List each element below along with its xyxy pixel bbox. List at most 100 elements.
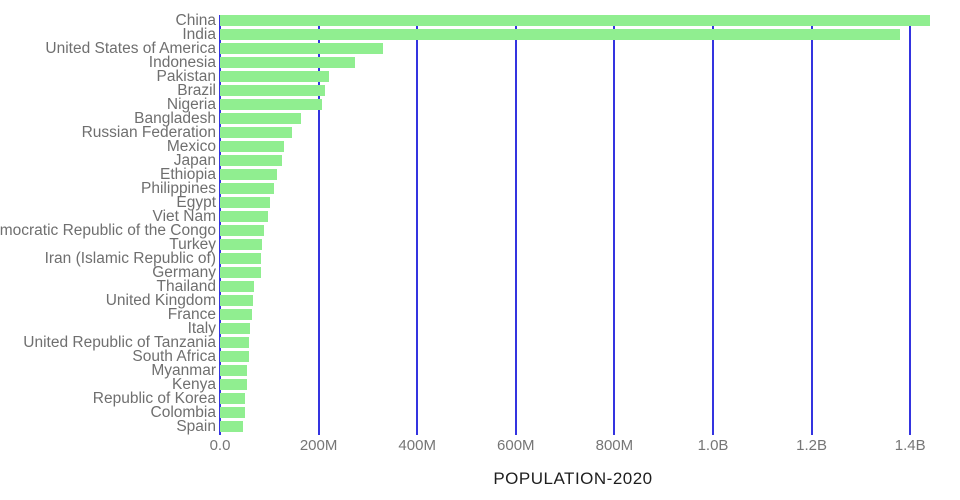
x-tick-label: 1.4B [894, 437, 926, 454]
bar [220, 295, 254, 306]
x-tick-label: 200M [299, 437, 338, 454]
category-label-text: Indonesia [148, 54, 216, 71]
bar [220, 29, 901, 40]
category-label-text: India [182, 26, 216, 43]
category-label-text: Viet Nam [152, 208, 216, 225]
category-label-text: Thailand [156, 278, 216, 295]
category-label-text: South Africa [132, 348, 216, 365]
category-label: Viet Nam [0, 208, 216, 225]
x-tick-label: 0.0 [209, 437, 231, 454]
category-label-text: Brazil [177, 82, 216, 99]
x-tick-label: 600M [497, 437, 535, 454]
bar [220, 211, 268, 222]
bar [220, 351, 250, 362]
category-label: Democratic Republic of the Congo [0, 222, 216, 239]
category-label: Iran (Islamic Republic of) [0, 250, 216, 267]
bar [220, 323, 250, 334]
category-label-text: Republic of Korea [92, 390, 216, 407]
category-label-text: Colombia [150, 404, 216, 421]
category-label: Japan [0, 152, 216, 169]
bar [220, 85, 325, 96]
category-label: Kenya [0, 376, 216, 393]
category-label: Russian Federation [0, 124, 216, 141]
bar [220, 407, 246, 418]
category-label: South Africa [0, 348, 216, 365]
category-label: United Kingdom [0, 292, 216, 309]
category-label: India [0, 26, 216, 43]
bar [220, 365, 247, 376]
category-label: France [0, 306, 216, 323]
gridline [317, 15, 320, 435]
category-label-text: Iran (Islamic Republic of) [44, 250, 216, 267]
category-label: Egypt [0, 194, 216, 211]
x-tick-label: 1.0B [697, 437, 729, 454]
category-label-text: United Republic of Tanzania [23, 334, 216, 351]
category-label-text: Democratic Republic of the Congo [0, 222, 216, 239]
bar [220, 141, 284, 152]
category-label: Myanmar [0, 363, 216, 379]
bars-layer [220, 15, 960, 432]
gridline [712, 15, 714, 435]
gridline [909, 15, 912, 435]
category-label: Turkey [0, 236, 216, 253]
category-labels-column: China India United States of America Indone… [0, 13, 217, 435]
category-label: Colombia [0, 404, 216, 421]
category-label: Thailand [0, 278, 216, 295]
x-tick-label: 400M [398, 437, 436, 454]
category-label-text: Mexico [166, 138, 216, 155]
gridline [514, 15, 517, 435]
bar [220, 309, 253, 320]
category-label-text: Russian Federation [81, 124, 216, 141]
gridline [416, 15, 419, 435]
category-label: Spain [0, 418, 216, 435]
category-label: Nigeria [0, 96, 216, 113]
x-tick-label: 1.2B [796, 437, 828, 454]
category-label-text: Italy [187, 320, 216, 337]
category-label: Italy [0, 320, 216, 337]
category-label: China [0, 13, 217, 29]
bar [220, 113, 302, 124]
category-label-text: Kenya [172, 376, 216, 393]
gridline [613, 15, 616, 435]
bar [220, 57, 355, 68]
bar [220, 183, 275, 194]
bar [220, 267, 262, 278]
bar [220, 225, 265, 236]
category-label-text: Japan [173, 152, 216, 169]
x-tick-label: 800M [595, 437, 634, 454]
category-label: Republic of Korea [0, 390, 216, 407]
bar [220, 169, 277, 180]
bar [220, 239, 262, 250]
category-label-text: Philippines [141, 180, 216, 197]
bar [220, 99, 322, 110]
category-label-text: Egypt [176, 194, 216, 211]
category-label-text: Germany [152, 264, 216, 281]
category-label: United States of America [0, 40, 216, 57]
bar [220, 71, 329, 82]
bar [220, 379, 247, 390]
category-label: United Republic of Tanzania [0, 334, 216, 351]
category-label: Philippines [0, 180, 216, 197]
category-label: Ethiopia [0, 166, 216, 183]
bar [220, 337, 250, 348]
category-label: Indonesia [0, 54, 216, 71]
category-label-text: United States of America [45, 40, 216, 57]
x-axis-tick-labels: 0.0 200M 400M 600M 800M 1.0B 1.2B 1.4B [210, 437, 960, 455]
category-label-text: Spain [176, 418, 216, 435]
bar [220, 281, 255, 292]
category-label: Pakistan [0, 69, 216, 85]
category-label: Germany [0, 264, 216, 281]
category-label-text: Ethiopia [159, 166, 216, 183]
category-label-text: Turkey [169, 236, 216, 253]
bar [220, 15, 930, 26]
category-label-text: United Kingdom [105, 292, 216, 309]
bar [220, 421, 244, 432]
category-label: Brazil [0, 82, 216, 99]
x-axis-title: POPULATION-2020 [493, 469, 653, 488]
category-label-text: Nigeria [166, 96, 216, 113]
category-label-text: Bangladesh [134, 110, 216, 127]
category-label: Mexico [0, 138, 216, 155]
gridline [810, 15, 813, 435]
category-label-text: France [167, 306, 216, 323]
